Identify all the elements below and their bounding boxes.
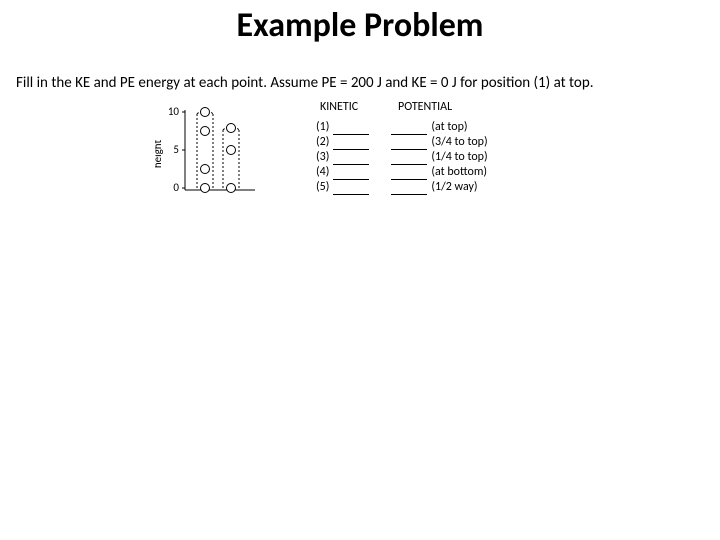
position-id: (5) bbox=[314, 180, 331, 195]
position-id: (3) bbox=[314, 150, 331, 165]
tick-5: 5 bbox=[173, 143, 179, 156]
ke-blank[interactable] bbox=[333, 153, 369, 165]
slide: Example Problem Fill in the KE and PE en… bbox=[0, 0, 720, 540]
position-id: (2) bbox=[314, 135, 331, 150]
page-title: Example Problem bbox=[0, 5, 720, 46]
height-diagram: 10 5 0 height bbox=[155, 100, 275, 210]
table-row: (3) (1/4 to top) bbox=[314, 150, 490, 165]
ke-blank[interactable] bbox=[333, 138, 369, 150]
position-id: (1) bbox=[314, 120, 331, 135]
balls bbox=[201, 108, 236, 193]
pe-blank[interactable] bbox=[391, 138, 427, 150]
header-kinetic: KINETIC bbox=[320, 100, 358, 114]
table-row: (4) (at bottom) bbox=[314, 165, 490, 180]
position-id: (4) bbox=[314, 165, 331, 180]
position-note: (1/2 way) bbox=[429, 180, 489, 195]
table-row: (5) (1/2 way) bbox=[314, 180, 490, 195]
position-note: (at top) bbox=[429, 120, 489, 135]
position-note: (3/4 to top) bbox=[429, 135, 489, 150]
tick-10: 10 bbox=[168, 105, 180, 118]
trajectory-2 bbox=[223, 126, 239, 188]
table-row: (1) (at top) bbox=[314, 120, 490, 135]
pe-blank[interactable] bbox=[391, 168, 427, 180]
position-note: (at bottom) bbox=[429, 165, 489, 180]
position-note: (1/4 to top) bbox=[429, 150, 489, 165]
y-axis-label: height bbox=[155, 140, 164, 169]
ke-blank[interactable] bbox=[333, 168, 369, 180]
trajectory-1 bbox=[197, 110, 213, 188]
ke-blank[interactable] bbox=[333, 183, 369, 195]
table-row: (2) (3/4 to top) bbox=[314, 135, 490, 150]
pe-blank[interactable] bbox=[391, 183, 427, 195]
ke-blank[interactable] bbox=[333, 123, 369, 135]
pe-blank[interactable] bbox=[391, 123, 427, 135]
tick-0: 0 bbox=[173, 181, 179, 194]
instruction-text: Fill in the KE and PE energy at each poi… bbox=[16, 74, 708, 92]
pe-blank[interactable] bbox=[391, 153, 427, 165]
header-potential: POTENTIAL bbox=[398, 100, 452, 114]
energy-table: (1) (at top) (2) (3/4 to top) (3) (1/4 t… bbox=[314, 120, 490, 195]
